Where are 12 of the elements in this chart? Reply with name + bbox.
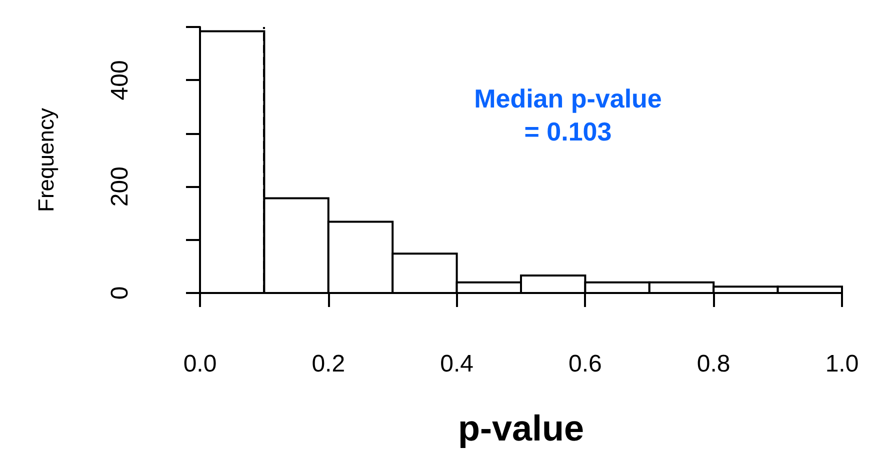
y-tick-label: 400 [106, 60, 134, 100]
x-tick-label: 1.0 [825, 350, 859, 378]
x-tick-label: 0.2 [312, 350, 346, 378]
y-tick-label: 200 [106, 166, 134, 207]
annotation: Median p-value = 0.103 [474, 84, 662, 146]
x-tick-label: 0.6 [568, 350, 602, 378]
x-tick-label: 0.4 [440, 350, 474, 378]
x-axis-title: p-value [458, 408, 584, 448]
y-tick-label: 0 [106, 286, 134, 300]
y-axis-title: Frequency [34, 108, 58, 212]
x-tick-label: 0.0 [183, 350, 217, 378]
x-tick-label: 0.8 [696, 350, 730, 378]
